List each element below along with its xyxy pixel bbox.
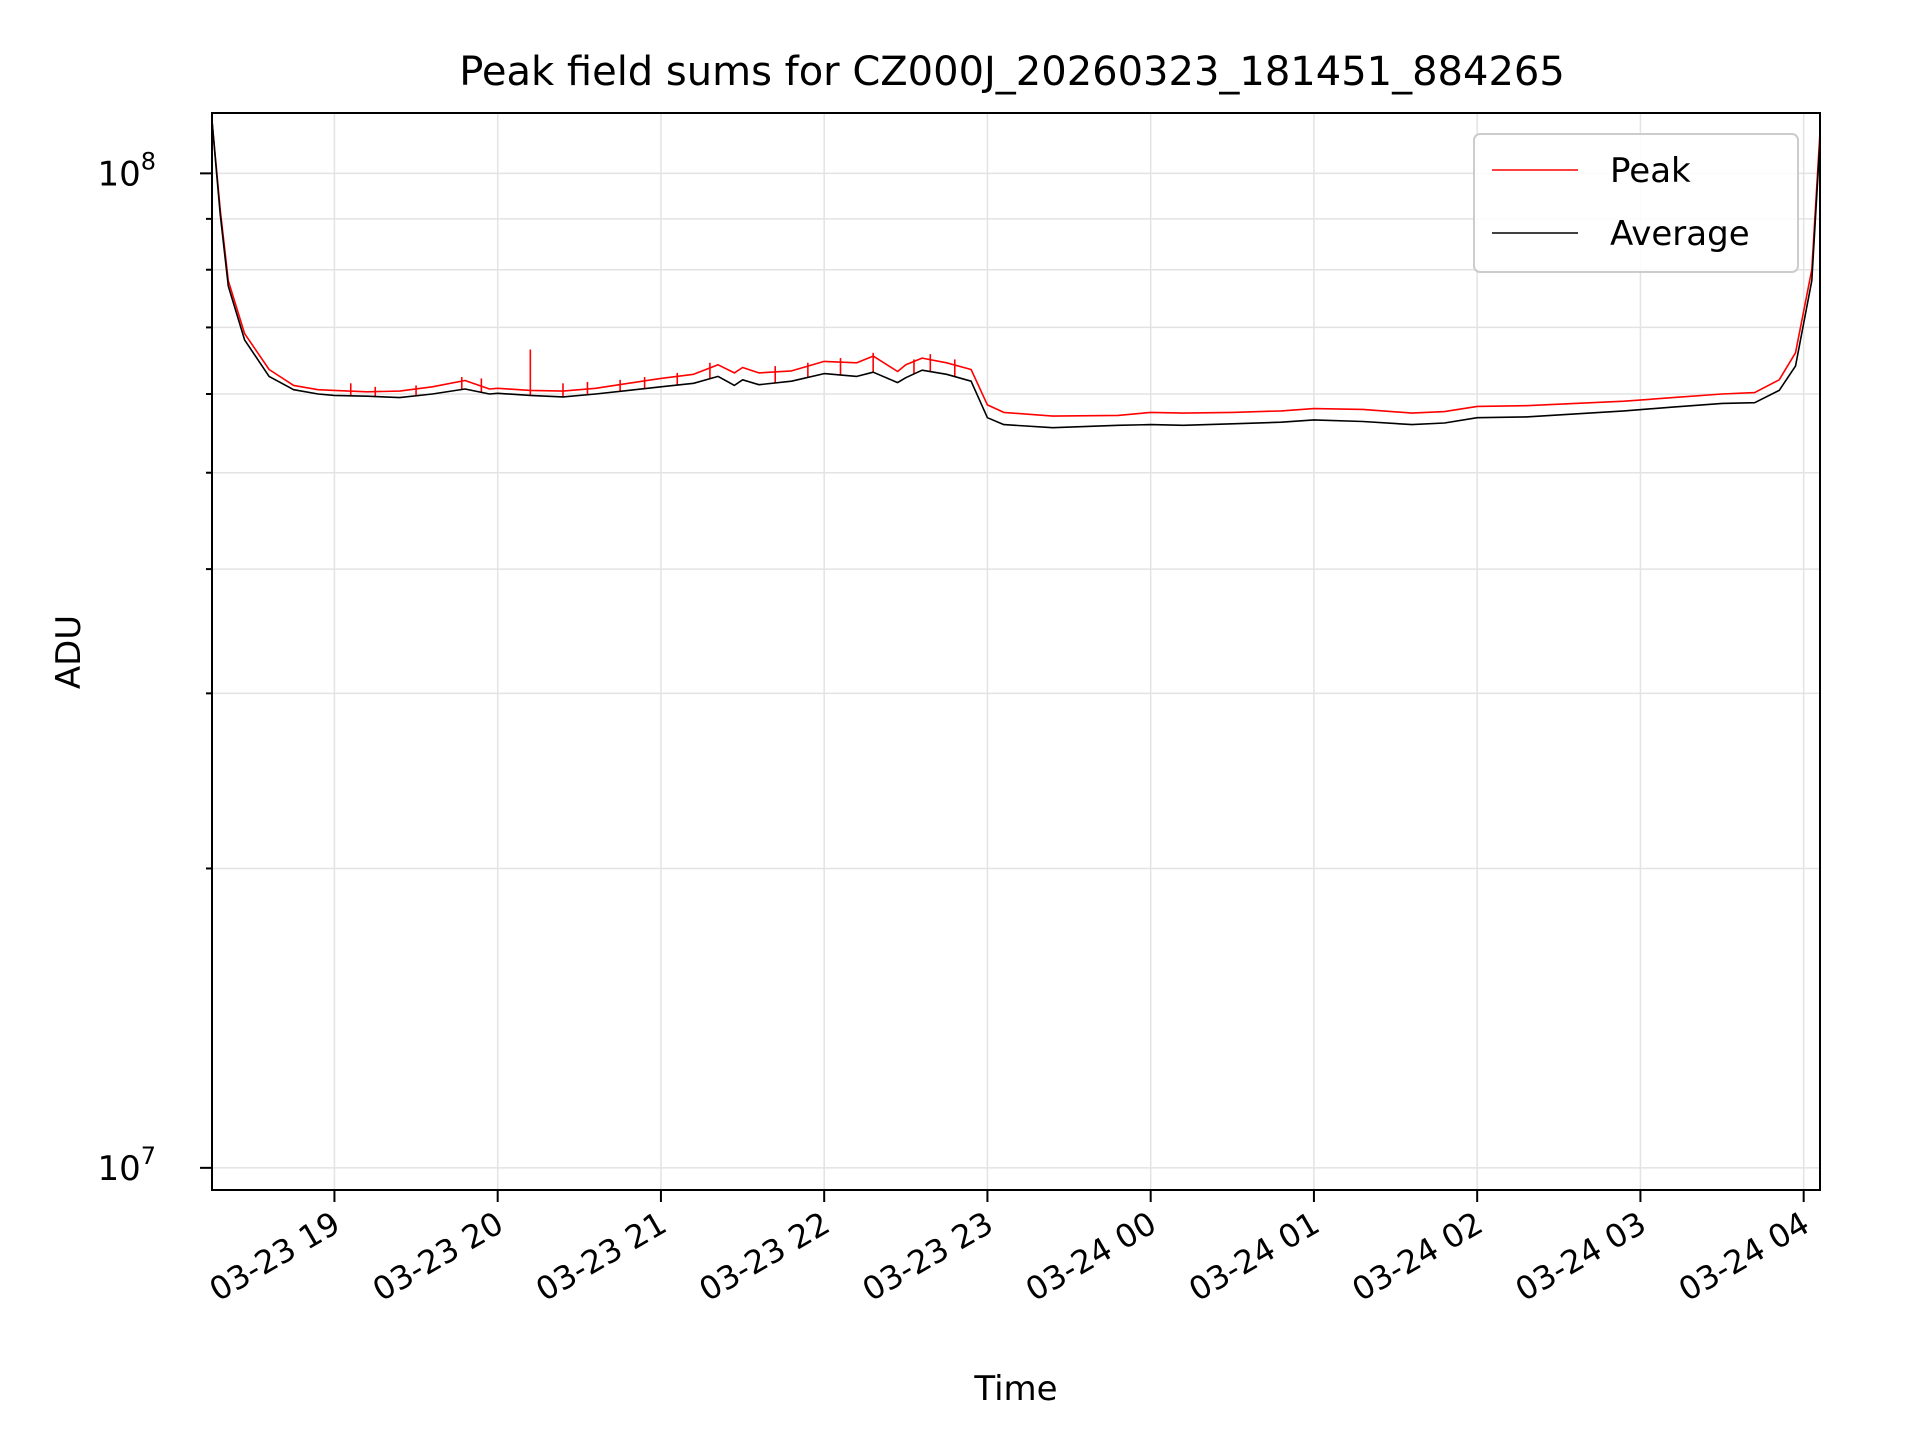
legend-average-label: Average bbox=[1610, 214, 1750, 254]
chart-title: Peak field sums for CZ000J_20260323_1814… bbox=[459, 49, 1565, 95]
y-tick-label-base: 10 bbox=[97, 154, 140, 194]
x-axis-label: Time bbox=[973, 1369, 1057, 1409]
series-line-peak bbox=[211, 120, 1821, 417]
legend-peak-label: Peak bbox=[1610, 151, 1691, 191]
y-tick-label-base: 10 bbox=[97, 1149, 140, 1189]
y-tick-label: 108 bbox=[97, 147, 156, 194]
y-tick-label-exponent: 7 bbox=[141, 1142, 156, 1170]
series-lines bbox=[211, 120, 1821, 429]
y-tick-label-exponent: 8 bbox=[141, 147, 156, 175]
y-axis-label: ADU bbox=[49, 615, 89, 689]
y-tick-label: 107 bbox=[97, 1142, 156, 1189]
series-line-average bbox=[211, 120, 1821, 429]
plot-frame bbox=[211, 112, 1821, 1191]
legend-box bbox=[1473, 133, 1799, 273]
legend: Peak Average bbox=[1473, 133, 1799, 273]
